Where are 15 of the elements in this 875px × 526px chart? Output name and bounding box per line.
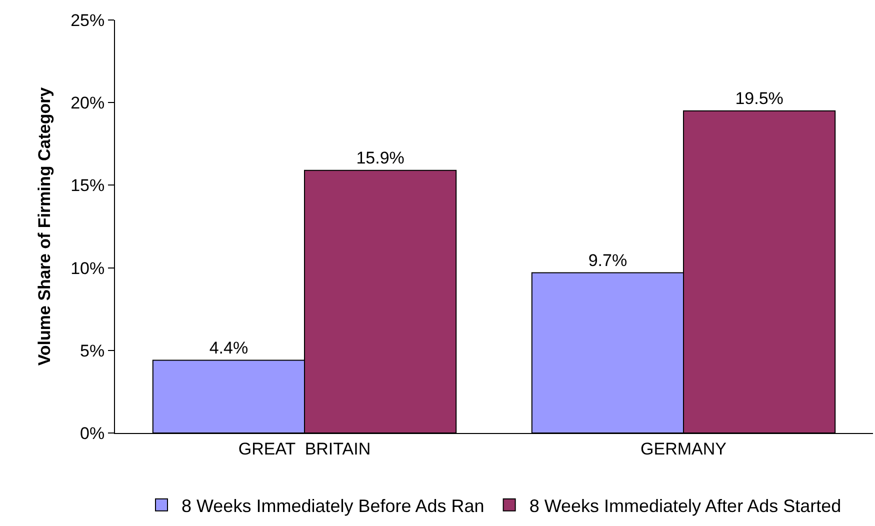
y-axis-title: Volume Share of Firming Category xyxy=(35,86,54,366)
y-tick-label: 15% xyxy=(70,176,105,196)
y-tick-label: 0% xyxy=(80,424,105,443)
data-label: 19.5% xyxy=(735,88,784,108)
x-tick-label: GERMANY xyxy=(640,439,726,458)
data-label: 4.4% xyxy=(209,338,248,358)
y-tick-label: 5% xyxy=(80,341,105,360)
data-label: 9.7% xyxy=(588,250,628,270)
data-label: 15.9% xyxy=(356,148,404,168)
y-tick-label: 20% xyxy=(70,94,105,113)
legend-label: 8 Weeks Immediately After Ads Started xyxy=(529,496,842,516)
legend-label: 8 Weeks Immediately Before Ads Ran xyxy=(182,496,484,516)
y-tick-label: 25% xyxy=(70,10,105,30)
x-tick-label: GREAT BRITAIN xyxy=(238,439,371,458)
y-tick-label: 10% xyxy=(70,258,105,278)
